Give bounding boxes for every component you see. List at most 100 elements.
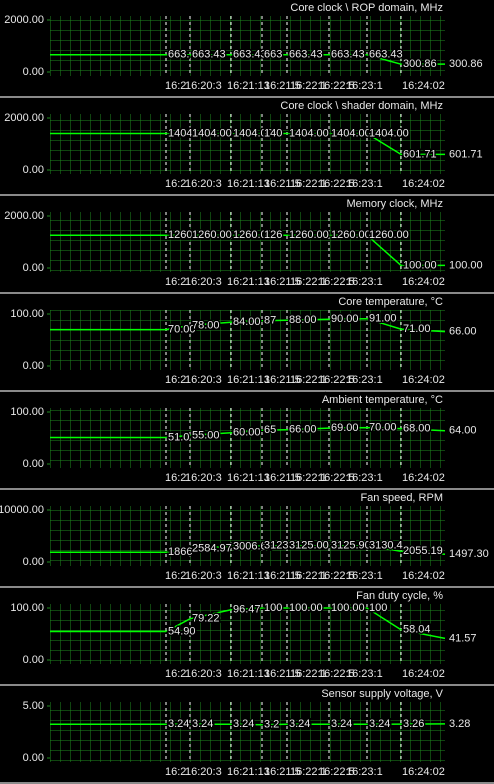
value-label: 2584.97 xyxy=(192,542,232,554)
value-label: 3123 xyxy=(264,540,288,552)
value-label: 1260.00 xyxy=(192,229,232,241)
time-label: 16:23:1 xyxy=(346,80,383,92)
time-label: 16:24:02 xyxy=(402,766,445,778)
time-label: 16:21:13 xyxy=(227,178,270,190)
time-label: 16:21:5 xyxy=(264,80,301,92)
current-value: 3.28 xyxy=(449,718,470,730)
time-label: 16:2 xyxy=(165,570,186,582)
value-label: 100 xyxy=(369,602,387,614)
time-label: 16:23:1 xyxy=(346,276,383,288)
time-label: 16:2 xyxy=(165,766,186,778)
value-label: 96.47 xyxy=(233,604,261,616)
value-label: 58.04 xyxy=(403,624,431,636)
time-label: 16:22:5 xyxy=(318,472,355,484)
time-label: 16:2 xyxy=(165,374,186,386)
value-label: 3.24 xyxy=(369,718,390,730)
value-label: 1866 xyxy=(168,546,192,558)
panel: Fan speed, RPM 0.00 10000.00 16:216:20:3 16:… xyxy=(0,490,494,588)
value-label: 3125.00 xyxy=(289,540,329,552)
value-label: 1260.00 xyxy=(369,229,409,241)
value-label: 3.24 xyxy=(289,718,310,730)
value-label: 3.24 xyxy=(233,718,254,730)
value-label: 663.43 xyxy=(289,49,323,61)
time-label: 16:21:5 xyxy=(264,668,301,680)
value-label: 79.22 xyxy=(192,613,220,625)
time-label: 16:23:1 xyxy=(346,766,383,778)
y-tick-label: 2000.00 xyxy=(4,14,44,26)
value-label: 663.43 xyxy=(369,49,403,61)
time-label: 16:21:13 xyxy=(227,80,270,92)
current-value: 300.86 xyxy=(449,58,483,70)
time-label: 16:21:13 xyxy=(227,570,270,582)
series-line xyxy=(165,426,402,439)
y-tick-label: 5.00 xyxy=(23,700,44,712)
value-label: 663.43 xyxy=(233,49,267,61)
y-tick-label: 0.00 xyxy=(23,262,44,274)
time-label: 16:24:02 xyxy=(402,374,445,386)
time-label: 16:23:1 xyxy=(346,374,383,386)
value-label: 663.43 xyxy=(331,49,365,61)
series-tail xyxy=(400,328,446,333)
time-label: 16:20:3 xyxy=(185,668,222,680)
y-tick-label: 100.00 xyxy=(10,602,44,614)
value-label: 70.00 xyxy=(369,422,397,434)
value-label: 100.00 xyxy=(331,602,365,614)
time-label: 16:21:13 xyxy=(227,472,270,484)
time-label: 16:22:5 xyxy=(318,276,355,288)
time-label: 16:22:5 xyxy=(318,570,355,582)
value-label: 71.00 xyxy=(403,323,431,335)
plot-area xyxy=(50,506,445,566)
value-label: 90.00 xyxy=(331,313,359,325)
time-label: 16:20:3 xyxy=(185,374,222,386)
value-label: 100 xyxy=(264,602,282,614)
y-tick-label: 0.00 xyxy=(23,556,44,568)
value-label: 3125.90 xyxy=(331,540,371,552)
series-line xyxy=(165,317,402,331)
value-label: 1404 xyxy=(168,127,192,139)
plot-area xyxy=(50,604,445,664)
panel: Ambient temperature, °C0.00100.0016:216:… xyxy=(0,392,494,490)
time-label: 16:21:13 xyxy=(227,766,270,778)
time-label: 16:20:3 xyxy=(185,472,222,484)
time-label: 16:22:5 xyxy=(318,178,355,190)
panel-title: Fan speed, RPM xyxy=(360,492,443,504)
time-label: 16:23:1 xyxy=(346,570,383,582)
time-label: 16:21:5 xyxy=(264,178,301,190)
time-label: 16:21:13 xyxy=(227,276,270,288)
time-label: 16:21:5 xyxy=(264,374,301,386)
series-tail xyxy=(400,550,446,555)
time-label: 16:23:1 xyxy=(346,178,383,190)
time-label: 16:21:5 xyxy=(264,472,301,484)
current-value: 66.00 xyxy=(449,326,477,338)
value-label: 60.00 xyxy=(233,427,261,439)
value-label: 140 xyxy=(264,127,282,139)
panel-title: Core clock \ shader domain, MHz xyxy=(280,100,443,112)
value-label: 55.00 xyxy=(192,429,220,441)
value-label: 1404.00 xyxy=(369,127,409,139)
value-label: 1404.00 xyxy=(289,127,329,139)
time-label: 16:2 xyxy=(165,668,186,680)
value-label: 91.00 xyxy=(369,313,397,325)
plot-area xyxy=(50,114,445,174)
value-label: 1260.00 xyxy=(289,229,329,241)
panel-title: Ambient temperature, °C xyxy=(322,394,443,406)
time-label: 16:21:5 xyxy=(264,570,301,582)
time-label: 16:2 xyxy=(165,472,186,484)
time-label: 16:22:1 xyxy=(290,80,327,92)
time-label: 16:20:3 xyxy=(185,178,222,190)
time-label: 16:22:1 xyxy=(290,766,327,778)
y-tick-label: 100.00 xyxy=(10,406,44,418)
series-line xyxy=(166,234,402,266)
value-label: 54.90 xyxy=(168,625,196,637)
time-label: 16:20:3 xyxy=(185,80,222,92)
value-label: 126 xyxy=(264,229,282,241)
plot-area xyxy=(50,212,445,272)
value-label: 601.71 xyxy=(403,148,437,160)
time-label: 16:22:1 xyxy=(290,668,327,680)
series-tail xyxy=(400,629,446,640)
time-label: 16:22:5 xyxy=(318,374,355,386)
series-tail xyxy=(400,427,446,432)
value-label: 51.0 xyxy=(168,431,189,443)
y-tick-label: 0.00 xyxy=(23,458,44,470)
